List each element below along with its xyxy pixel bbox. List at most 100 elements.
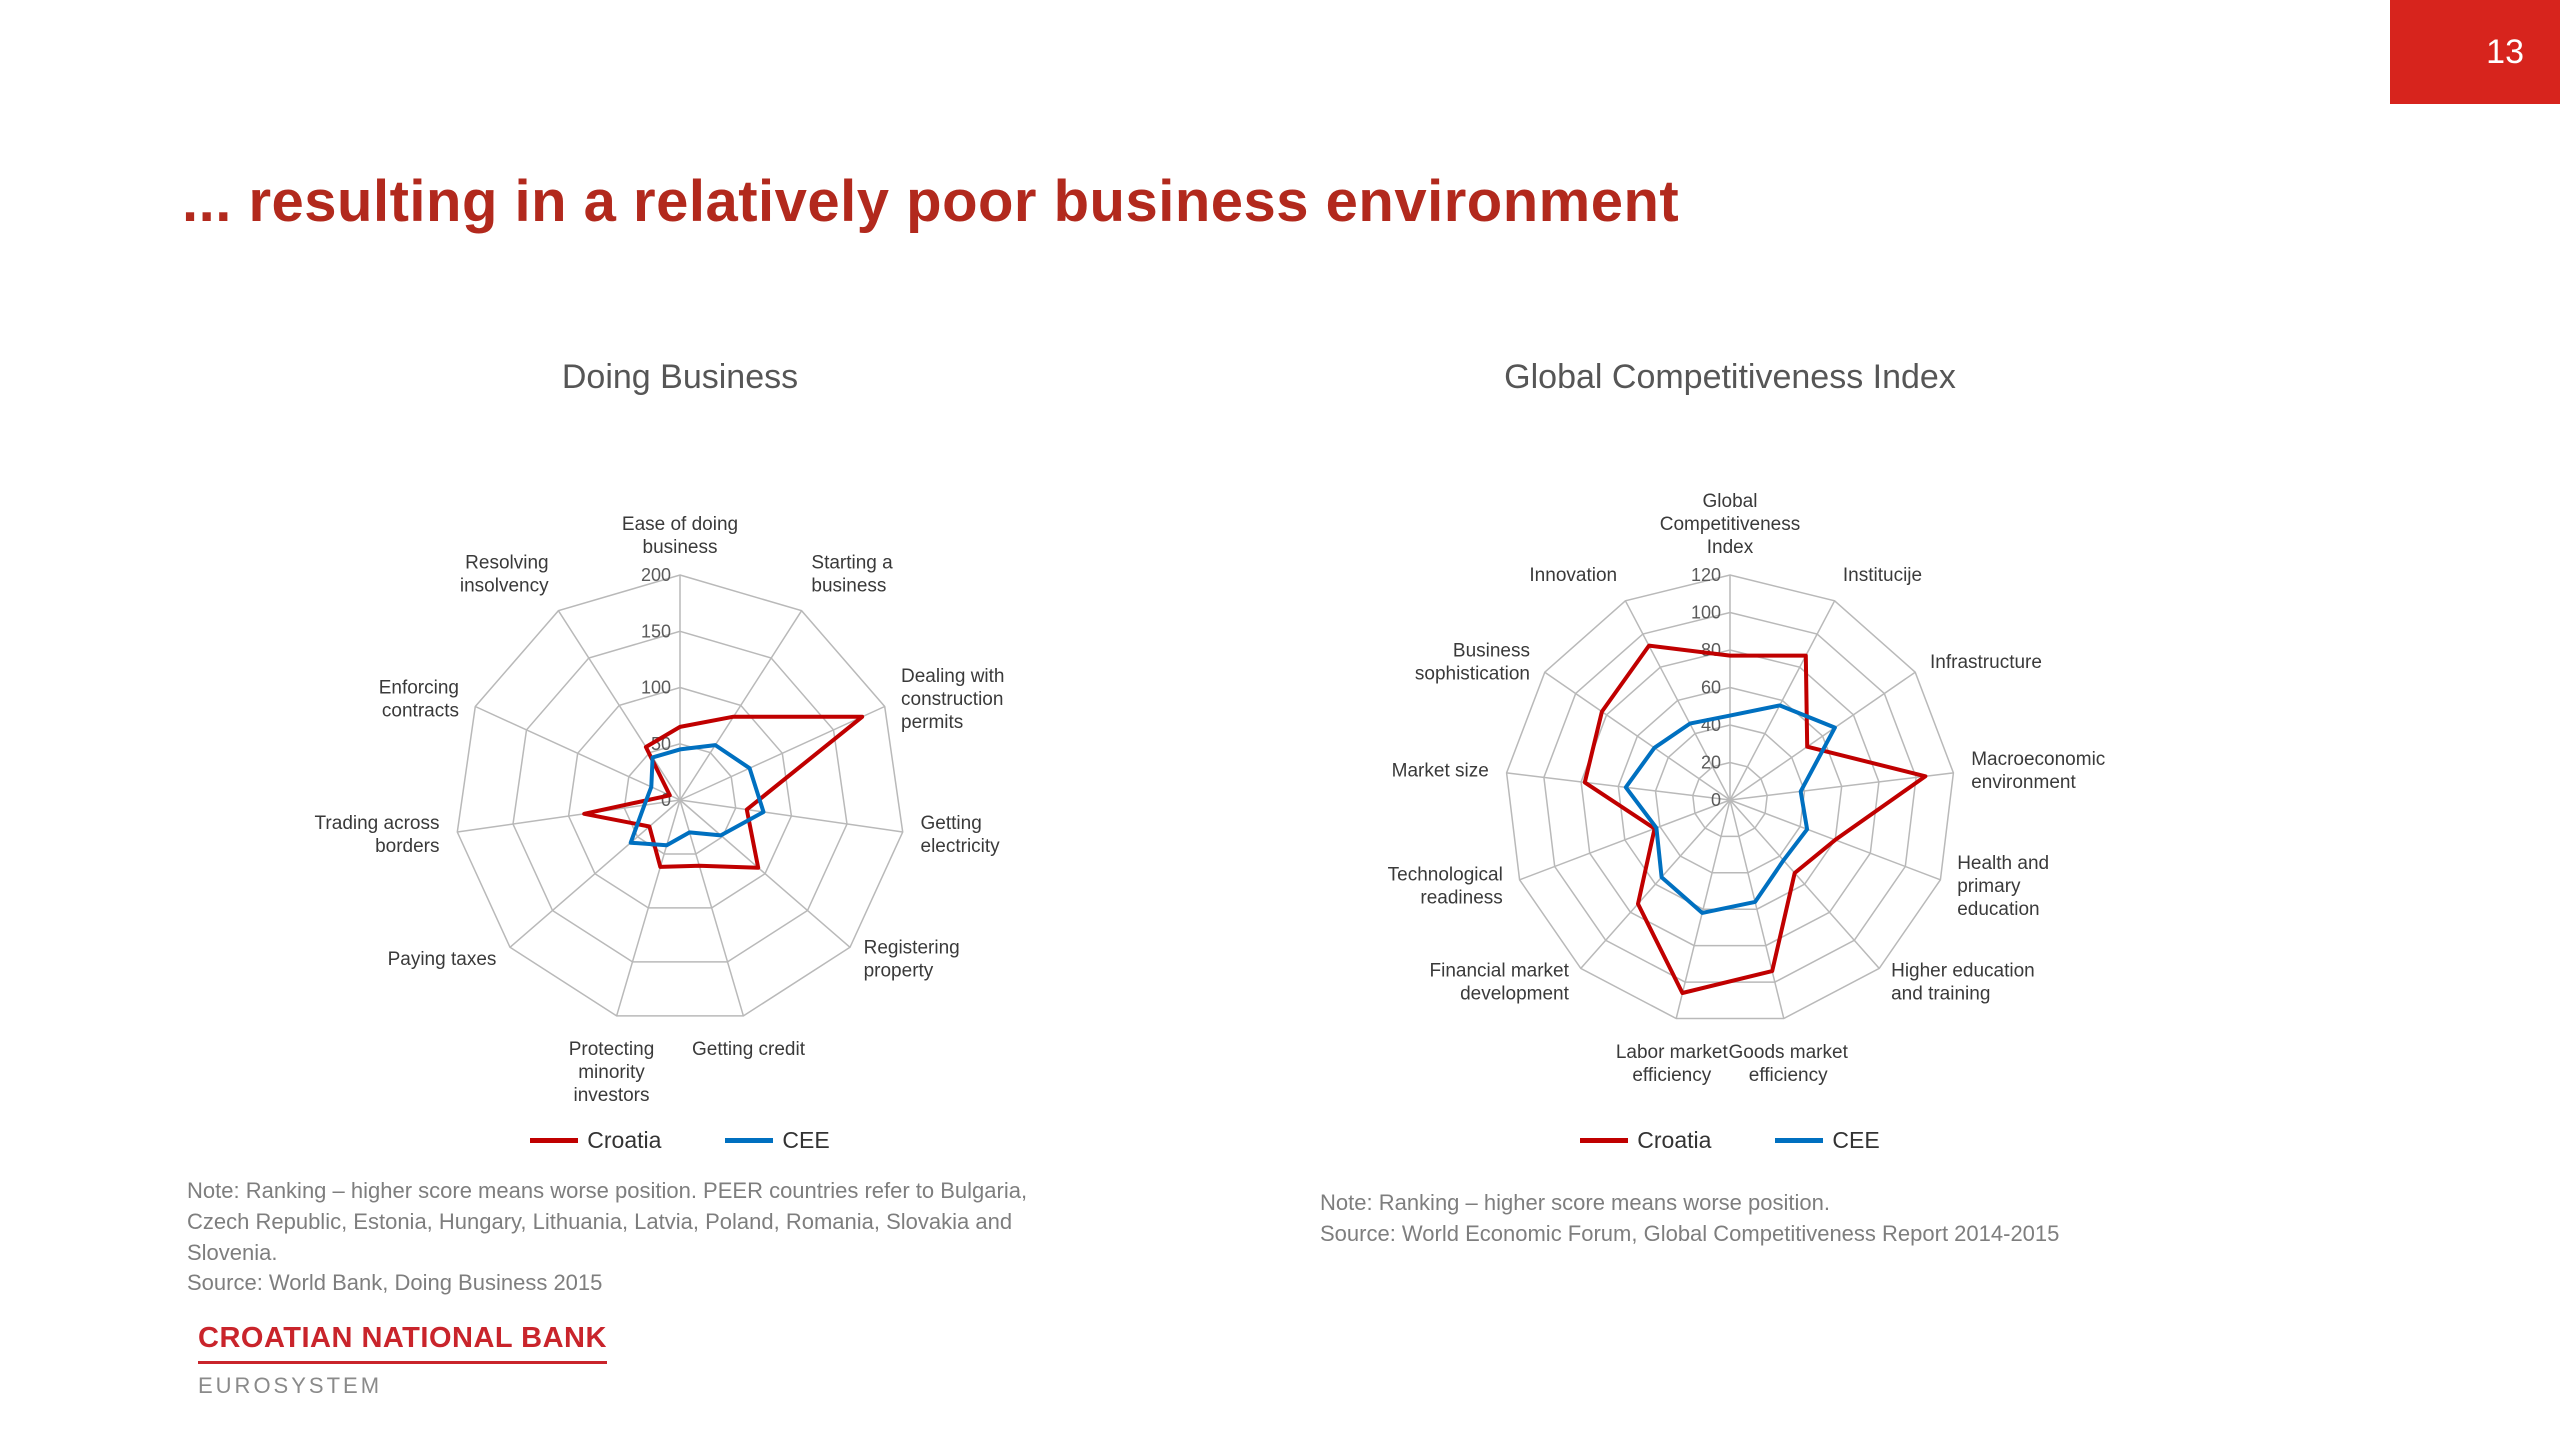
- axis-tick-label: 100: [1691, 603, 1721, 623]
- note-doing-business: Note: Ranking – higher score means worse…: [187, 1176, 1197, 1299]
- radar-chart-gci: 020406080100120GlobalCompetitivenessInde…: [1388, 491, 2106, 1086]
- grid-ring: [1505, 574, 1955, 1020]
- category-label: Labor market: [1616, 1042, 1729, 1063]
- grid-spoke: [1729, 600, 1836, 801]
- category-label: Macroeconomic: [1971, 749, 2105, 770]
- category-label: Competitiveness: [1660, 514, 1800, 535]
- category-label: primary: [1957, 876, 2021, 897]
- grid-spoke: [1675, 799, 1731, 1019]
- note-gci: Note: Ranking – higher score means worse…: [1320, 1188, 2320, 1250]
- grid-spoke: [1729, 799, 1785, 1019]
- category-label: borders: [375, 836, 439, 857]
- category-label: Starting a: [811, 553, 893, 574]
- legend-label: CEE: [782, 1127, 830, 1153]
- axis-tick-label: 20: [1701, 753, 1721, 773]
- legend-item-croatia: Croatia: [1580, 1127, 1711, 1154]
- series-cee: [1623, 703, 1837, 915]
- legend-label: CEE: [1832, 1127, 1880, 1153]
- category-label: Health and: [1957, 853, 2049, 874]
- bank-name: CROATIAN NATIONAL BANK: [198, 1322, 607, 1364]
- category-label: business: [811, 576, 886, 597]
- category-label: Getting: [921, 813, 982, 834]
- grid-spoke: [615, 799, 681, 1017]
- note-line: Czech Republic, Estonia, Hungary, Lithua…: [187, 1208, 1013, 1234]
- page-number: 13: [2486, 32, 2524, 71]
- note-line: Note: Ranking – higher score means worse…: [187, 1178, 1028, 1203]
- category-label: sophistication: [1415, 664, 1530, 685]
- legend-label: Croatia: [587, 1127, 662, 1153]
- category-label: Paying taxes: [388, 949, 497, 970]
- category-label: property: [864, 961, 934, 982]
- grid-ring: [456, 574, 904, 1017]
- category-label: development: [1460, 983, 1570, 1004]
- legend-gci: Croatia CEE: [1250, 1127, 2210, 1154]
- category-label: minority: [578, 1062, 645, 1083]
- category-label: contracts: [382, 701, 459, 722]
- grid-ring: [1654, 724, 1806, 874]
- grid-ring: [567, 686, 793, 909]
- grid-ring: [1692, 761, 1768, 838]
- category-label: permits: [901, 712, 963, 733]
- grid-spoke: [679, 610, 803, 801]
- chart-title-gci: Global Competitiveness Index: [1504, 358, 1956, 396]
- category-label: Ease of doing: [622, 514, 738, 535]
- grid-spoke: [1580, 799, 1731, 969]
- grid-spoke: [1729, 772, 1954, 801]
- series-croatia: [582, 714, 865, 870]
- legend-item-croatia: Croatia: [530, 1127, 661, 1154]
- grid-spoke: [679, 799, 903, 833]
- page-number-box: 13: [2390, 0, 2560, 104]
- category-label: Infrastructure: [1930, 652, 2042, 673]
- grid-spoke: [509, 799, 681, 948]
- grid-spoke: [1506, 772, 1731, 801]
- axis-tick-label: 150: [641, 621, 671, 641]
- grid-spoke: [557, 610, 681, 801]
- category-label: electricity: [921, 836, 1001, 857]
- category-label: Resolving: [465, 553, 548, 574]
- category-label: construction: [901, 689, 1003, 710]
- legend-item-cee: CEE: [1775, 1127, 1880, 1154]
- legend-doing-business: Croatia CEE: [200, 1127, 1160, 1154]
- category-label: efficiency: [1749, 1065, 1828, 1086]
- category-label: and training: [1891, 983, 1990, 1004]
- grid-spoke: [1624, 600, 1731, 801]
- category-label: Technological: [1388, 865, 1503, 886]
- category-label: Business: [1453, 641, 1530, 662]
- grid-spoke: [474, 705, 681, 801]
- grid-ring: [623, 743, 737, 855]
- series-croatia: [1582, 643, 1928, 995]
- category-label: Goods market: [1729, 1042, 1849, 1063]
- eurosystem-label: EUROSYSTEM: [198, 1373, 383, 1398]
- note-line: Source: World Bank, Doing Business 2015: [187, 1270, 603, 1296]
- note-line: Note: Ranking – higher score means worse…: [1320, 1190, 1830, 1215]
- gci-chart-block: Global Competitiveness Index 0 20 40 60 80 10…: [1250, 358, 2210, 1154]
- category-label: readiness: [1420, 888, 1502, 909]
- legend-color-line: [725, 1138, 774, 1143]
- slide-title: ... resulting in a relatively poor busin…: [182, 169, 1680, 234]
- series-cee: [628, 743, 766, 848]
- grid-spoke: [1729, 799, 1880, 969]
- category-label: Global: [1703, 491, 1758, 512]
- legend-label: Croatia: [1637, 1127, 1712, 1153]
- footer-logo: CROATIAN NATIONAL BANK EUROSYSTEM: [198, 1322, 607, 1399]
- category-label: Getting credit: [692, 1039, 806, 1060]
- legend-item-cee: CEE: [725, 1127, 830, 1154]
- grid-spoke: [679, 705, 886, 801]
- note-line: Source: World Economic Forum, Global Com…: [1320, 1220, 2060, 1246]
- category-label: education: [1957, 899, 2039, 920]
- grid-ring: [1580, 649, 1880, 947]
- category-label: business: [643, 537, 718, 558]
- legend-color-line: [530, 1138, 579, 1143]
- category-label: efficiency: [1632, 1065, 1711, 1086]
- grid-spoke: [1544, 671, 1731, 801]
- category-label: Market size: [1392, 761, 1489, 782]
- grid-spoke: [1729, 671, 1916, 801]
- axis-tick-label: 120: [1691, 565, 1721, 585]
- doing-business-chart-block: Doing Business 0 50 100 150 200 Ease of doing…: [200, 358, 1160, 1154]
- grid-spoke: [1519, 799, 1731, 881]
- category-label: Institucije: [1843, 565, 1922, 586]
- category-label: Dealing with: [901, 666, 1005, 687]
- axis-tick-label: 0: [1711, 790, 1721, 810]
- category-label: Higher education: [1891, 960, 2035, 981]
